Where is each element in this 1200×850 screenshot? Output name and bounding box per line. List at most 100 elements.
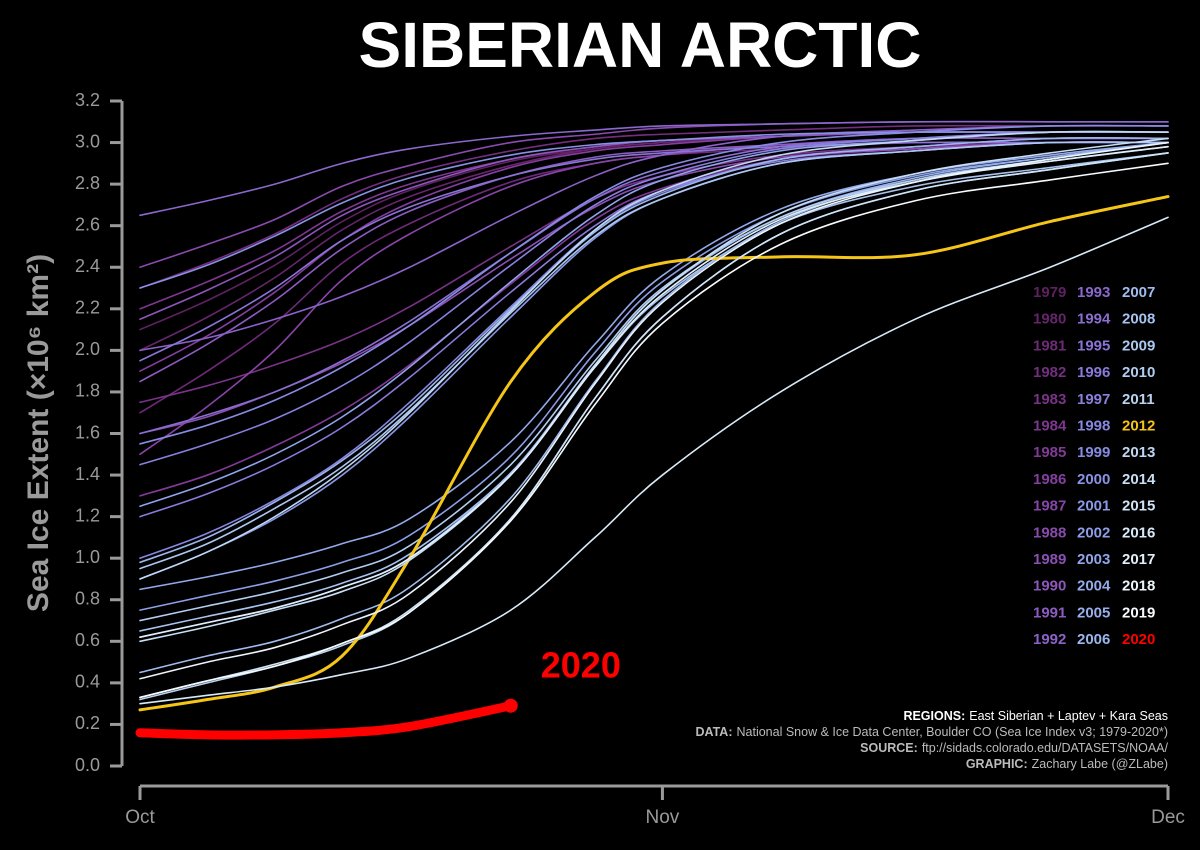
series-line	[139, 130, 1169, 466]
note-label: GRAPHIC:	[966, 757, 1028, 771]
series-line	[139, 145, 1169, 622]
series-line	[139, 131, 1169, 289]
legend-entry: 2014	[1122, 471, 1156, 488]
legend-entry: 1984	[1033, 417, 1067, 434]
legend-entry: 2007	[1122, 284, 1155, 301]
series-line	[139, 136, 1169, 559]
series-line	[139, 141, 1169, 674]
series-line	[139, 162, 1169, 699]
series-line	[139, 141, 1169, 680]
series-line	[139, 141, 1169, 638]
legend-entry: 2006	[1077, 631, 1110, 648]
note-text: Zachary Labe (@ZLabe)	[1032, 757, 1168, 771]
series-line	[139, 141, 1169, 404]
legend-entry: 1979	[1033, 284, 1066, 301]
note: GRAPHIC: Zachary Labe (@ZLabe)	[966, 757, 1168, 771]
legend-entry: 2019	[1122, 604, 1155, 621]
legend-entry: 2011	[1122, 391, 1155, 408]
note: SOURCE: ftp://sidads.colorado.edu/DATASET…	[860, 741, 1168, 755]
series-line	[139, 141, 1169, 611]
legend-entry: 2020	[1122, 631, 1155, 648]
legend-entry: 1997	[1077, 391, 1110, 408]
series-line	[139, 124, 1169, 352]
legend-entry: 2000	[1077, 471, 1110, 488]
legend-entry: 2018	[1122, 578, 1155, 595]
y-tick-label: 2.0	[75, 339, 100, 359]
series-line	[139, 120, 1169, 217]
series-line	[139, 141, 1169, 570]
legend-entry: 1995	[1077, 337, 1110, 354]
series-line	[139, 152, 1169, 699]
note-label: DATA:	[695, 725, 732, 739]
legend-entry: 2010	[1122, 364, 1155, 381]
y-tick-label: 1.0	[75, 547, 100, 567]
y-tick-label: 0.8	[75, 589, 100, 609]
series-end-dot	[503, 698, 518, 713]
y-tick-label: 1.8	[75, 381, 100, 401]
legend-entry: 1990	[1033, 578, 1066, 595]
note: DATA: National Snow & Ice Data Center, Bo…	[695, 725, 1168, 739]
legend-entry: 1999	[1077, 444, 1110, 461]
x-tick-label: Oct	[125, 807, 155, 828]
legend-entry: 1991	[1033, 604, 1066, 621]
y-tick-label: 0.0	[75, 755, 100, 775]
legend-entry: 2003	[1077, 551, 1110, 568]
legend-entry: 1998	[1077, 417, 1110, 434]
y-tick-label: 0.2	[75, 713, 100, 733]
series-line	[139, 141, 1169, 362]
legend-entry: 1994	[1077, 311, 1111, 328]
legend-entry: 1985	[1033, 444, 1066, 461]
legend-entry: 1982	[1033, 364, 1066, 381]
legend-entry: 1983	[1033, 391, 1066, 408]
x-tick-label: Nov	[646, 807, 680, 828]
y-tick-label: 3.0	[75, 131, 100, 151]
legend-entry: 2009	[1122, 337, 1155, 354]
series-line	[139, 152, 1169, 701]
note-text: National Snow & Ice Data Center, Boulder…	[737, 725, 1169, 739]
legend-entry: 1996	[1077, 364, 1110, 381]
y-tick-label: 2.2	[75, 298, 100, 318]
y-tick-label: 1.6	[75, 422, 100, 442]
legend-entry: 2012	[1122, 417, 1155, 434]
note-text: East Siberian + Laptev + Kara Seas	[969, 709, 1168, 723]
legend-entry: 2008	[1122, 311, 1155, 328]
legend-entry: 2015	[1122, 498, 1155, 515]
chart-title: SIBERIAN ARCTIC	[359, 9, 922, 81]
legend-entry: 1986	[1033, 471, 1066, 488]
series-line	[139, 131, 1169, 372]
note-label: REGIONS:	[903, 709, 965, 723]
note-label: SOURCE:	[860, 741, 918, 755]
legend-entry: 2005	[1077, 604, 1110, 621]
legend-entry: 1989	[1033, 551, 1066, 568]
legend-entry: 1988	[1033, 524, 1066, 541]
series-line	[135, 701, 516, 740]
y-tick-label: 1.4	[75, 464, 100, 484]
series-line	[139, 136, 1169, 564]
legend-entry: 2017	[1122, 551, 1155, 568]
legend-entry: 1993	[1077, 284, 1110, 301]
legend-entry: 1987	[1033, 498, 1066, 515]
legend-entry: 2016	[1122, 524, 1155, 541]
note-text: ftp://sidads.colorado.edu/DATASETS/NOAA/	[922, 741, 1169, 755]
legend-entry: 1980	[1033, 311, 1066, 328]
x-tick-label: Dec	[1151, 807, 1185, 828]
y-tick-label: 3.2	[75, 90, 100, 110]
legend-entry: 1981	[1033, 337, 1066, 354]
y-tick-label: 1.2	[75, 505, 100, 525]
legend-entry: 2013	[1122, 444, 1155, 461]
legend-entry: 2004	[1077, 578, 1111, 595]
series-line	[139, 137, 1169, 643]
y-tick-label: 2.8	[75, 173, 100, 193]
series-line	[139, 130, 1169, 508]
legend-entry: 2001	[1077, 498, 1110, 515]
series-line	[139, 124, 1169, 445]
y-tick-label: 0.4	[75, 672, 100, 692]
legend-entry: 1992	[1033, 631, 1066, 648]
y-tick-label: 2.4	[75, 256, 100, 276]
series-line	[139, 141, 1169, 580]
series-line	[139, 216, 1169, 705]
y-axis-label: Sea Ice Extent (×10⁶ km²)	[22, 254, 55, 612]
series-line	[139, 130, 1169, 580]
series-line	[139, 124, 1169, 289]
